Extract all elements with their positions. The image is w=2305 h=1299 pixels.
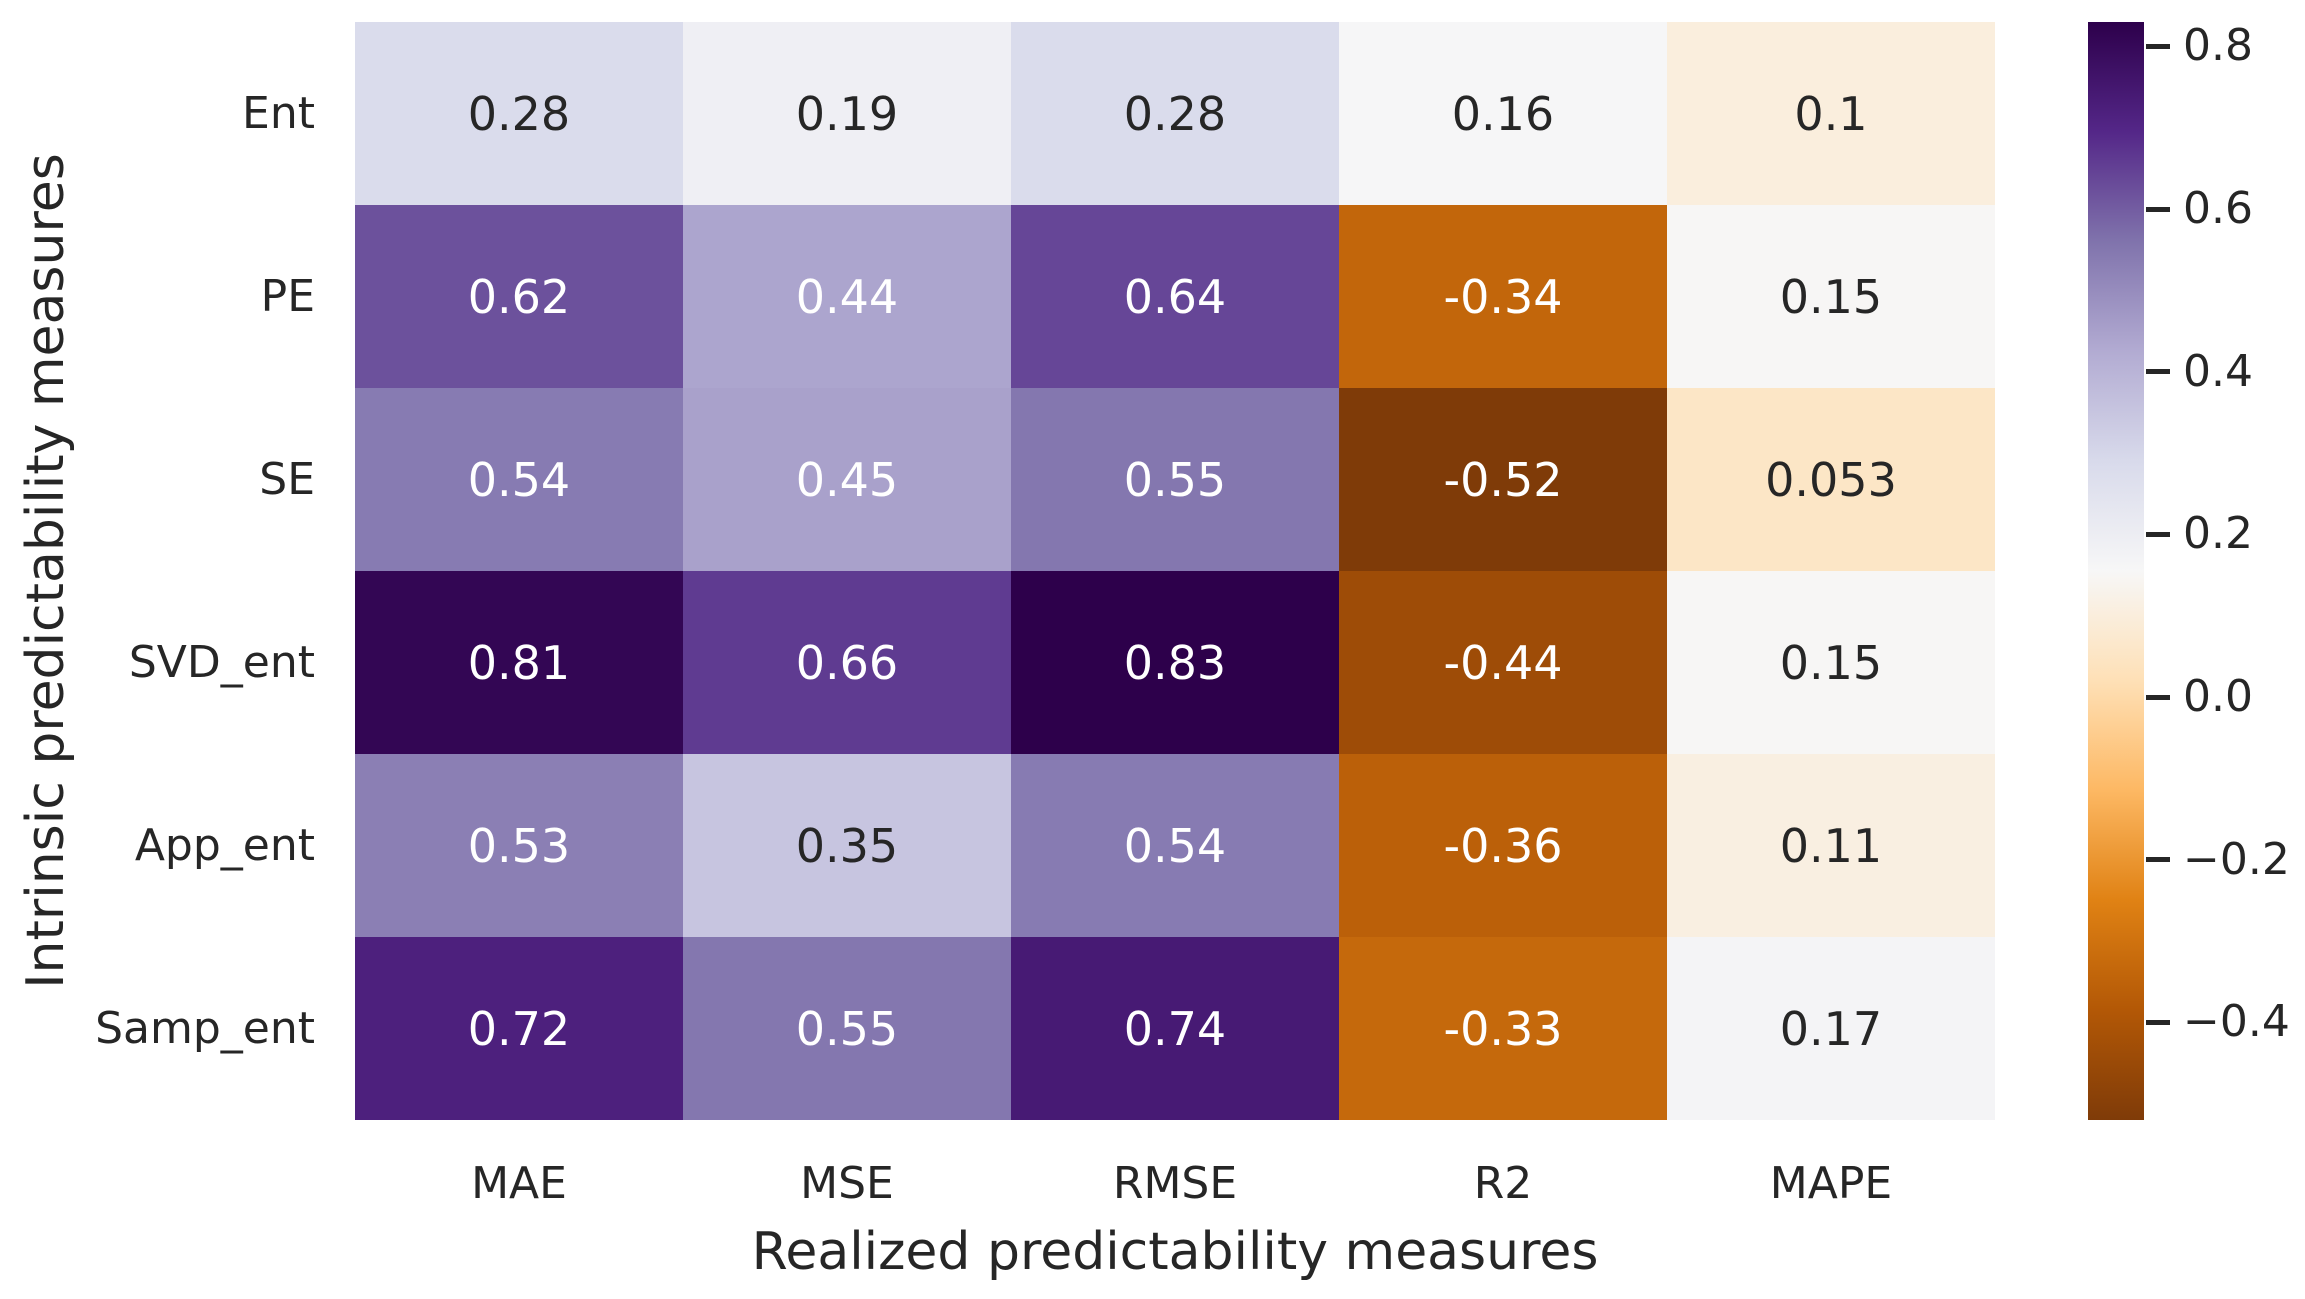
- colorbar-tick-label-0.0: 0.0: [2183, 671, 2253, 723]
- heatmap-cell-SVD_ent-MAPE: 0.15: [1667, 571, 1995, 754]
- row-tick-label-SE: SE: [259, 453, 315, 505]
- row-tick-label-Ent: Ent: [242, 87, 315, 139]
- colorbar: [2088, 22, 2144, 1120]
- heatmap-cell-SE-MSE: 0.45: [683, 388, 1011, 571]
- colorbar-tick-label-0.2: 0.2: [2183, 508, 2253, 560]
- heatmap-cell-Samp_ent-RMSE: 0.74: [1011, 937, 1339, 1120]
- heatmap-cell-App_ent-MAE: 0.53: [355, 754, 683, 937]
- colorbar-tick-label-0.4: 0.4: [2183, 345, 2253, 397]
- heatmap-cell-SVD_ent-MSE: 0.66: [683, 571, 1011, 754]
- row-tick-label-Samp_ent: Samp_ent: [95, 1002, 315, 1054]
- heatmap-cell-PE-MAPE: 0.15: [1667, 205, 1995, 388]
- col-tick-label-MAE: MAE: [471, 1158, 567, 1209]
- colorbar-tick-label-−0.4: −0.4: [2183, 996, 2290, 1048]
- heatmap-cell-SVD_ent-MAE: 0.81: [355, 571, 683, 754]
- colorbar-tick-label-0.6: 0.6: [2183, 183, 2253, 235]
- heatmap-cell-SE-MAE: 0.54: [355, 388, 683, 571]
- row-tick-label-PE: PE: [260, 270, 315, 322]
- heatmap-cell-SVD_ent-R2: -0.44: [1339, 571, 1667, 754]
- heatmap-cell-SVD_ent-RMSE: 0.83: [1011, 571, 1339, 754]
- col-tick-label-MAPE: MAPE: [1769, 1158, 1893, 1209]
- heatmap-cell-Ent-MSE: 0.19: [683, 22, 1011, 205]
- colorbar-tick-mark: [2146, 857, 2170, 863]
- y-axis-title: Intrinsic predictability measures: [16, 153, 76, 989]
- heatmap-cell-PE-RMSE: 0.64: [1011, 205, 1339, 388]
- heatmap-cell-PE-R2: -0.34: [1339, 205, 1667, 388]
- heatmap-cell-Ent-R2: 0.16: [1339, 22, 1667, 205]
- colorbar-tick-label-−0.2: −0.2: [2183, 833, 2290, 885]
- heatmap-cell-PE-MAE: 0.62: [355, 205, 683, 388]
- heatmap-cell-SE-MAPE: 0.053: [1667, 388, 1995, 571]
- heatmap-cell-App_ent-RMSE: 0.54: [1011, 754, 1339, 937]
- colorbar-tick-mark: [2146, 1019, 2170, 1025]
- colorbar-tick-mark: [2146, 206, 2170, 212]
- colorbar-tick-mark: [2146, 369, 2170, 375]
- row-tick-label-App_ent: App_ent: [134, 819, 315, 871]
- col-tick-label-R2: R2: [1473, 1158, 1533, 1209]
- heatmap-cell-Ent-MAE: 0.28: [355, 22, 683, 205]
- heatmap-cell-SE-R2: -0.52: [1339, 388, 1667, 571]
- x-axis-title: Realized predictability measures: [751, 1222, 1599, 1282]
- row-tick-label-SVD_ent: SVD_ent: [128, 636, 315, 688]
- heatmap-cell-App_ent-MAPE: 0.11: [1667, 754, 1995, 937]
- colorbar-tick-mark: [2146, 531, 2170, 537]
- heatmap-cell-Ent-MAPE: 0.1: [1667, 22, 1995, 205]
- heatmap-cell-Samp_ent-MSE: 0.55: [683, 937, 1011, 1120]
- colorbar-tick-mark: [2146, 43, 2170, 49]
- colorbar-tick-mark: [2146, 694, 2170, 700]
- heatmap-cell-PE-MSE: 0.44: [683, 205, 1011, 388]
- col-tick-label-MSE: MSE: [800, 1158, 894, 1209]
- heatmap-cell-App_ent-MSE: 0.35: [683, 754, 1011, 937]
- heatmap-cell-Samp_ent-MAPE: 0.17: [1667, 937, 1995, 1120]
- col-tick-label-RMSE: RMSE: [1112, 1158, 1238, 1209]
- heatmap-cell-Samp_ent-MAE: 0.72: [355, 937, 683, 1120]
- heatmap-cell-App_ent-R2: -0.36: [1339, 754, 1667, 937]
- heatmap-grid: 0.28 0.19 0.28 0.16 0.1 0.62 0.44 0.64 -0.34 0.15…: [355, 22, 1995, 1120]
- heatmap-cell-Samp_ent-R2: -0.33: [1339, 937, 1667, 1120]
- heatmap-cell-Ent-RMSE: 0.28: [1011, 22, 1339, 205]
- heatmap-cell-SE-RMSE: 0.55: [1011, 388, 1339, 571]
- colorbar-tick-label-0.8: 0.8: [2183, 20, 2253, 72]
